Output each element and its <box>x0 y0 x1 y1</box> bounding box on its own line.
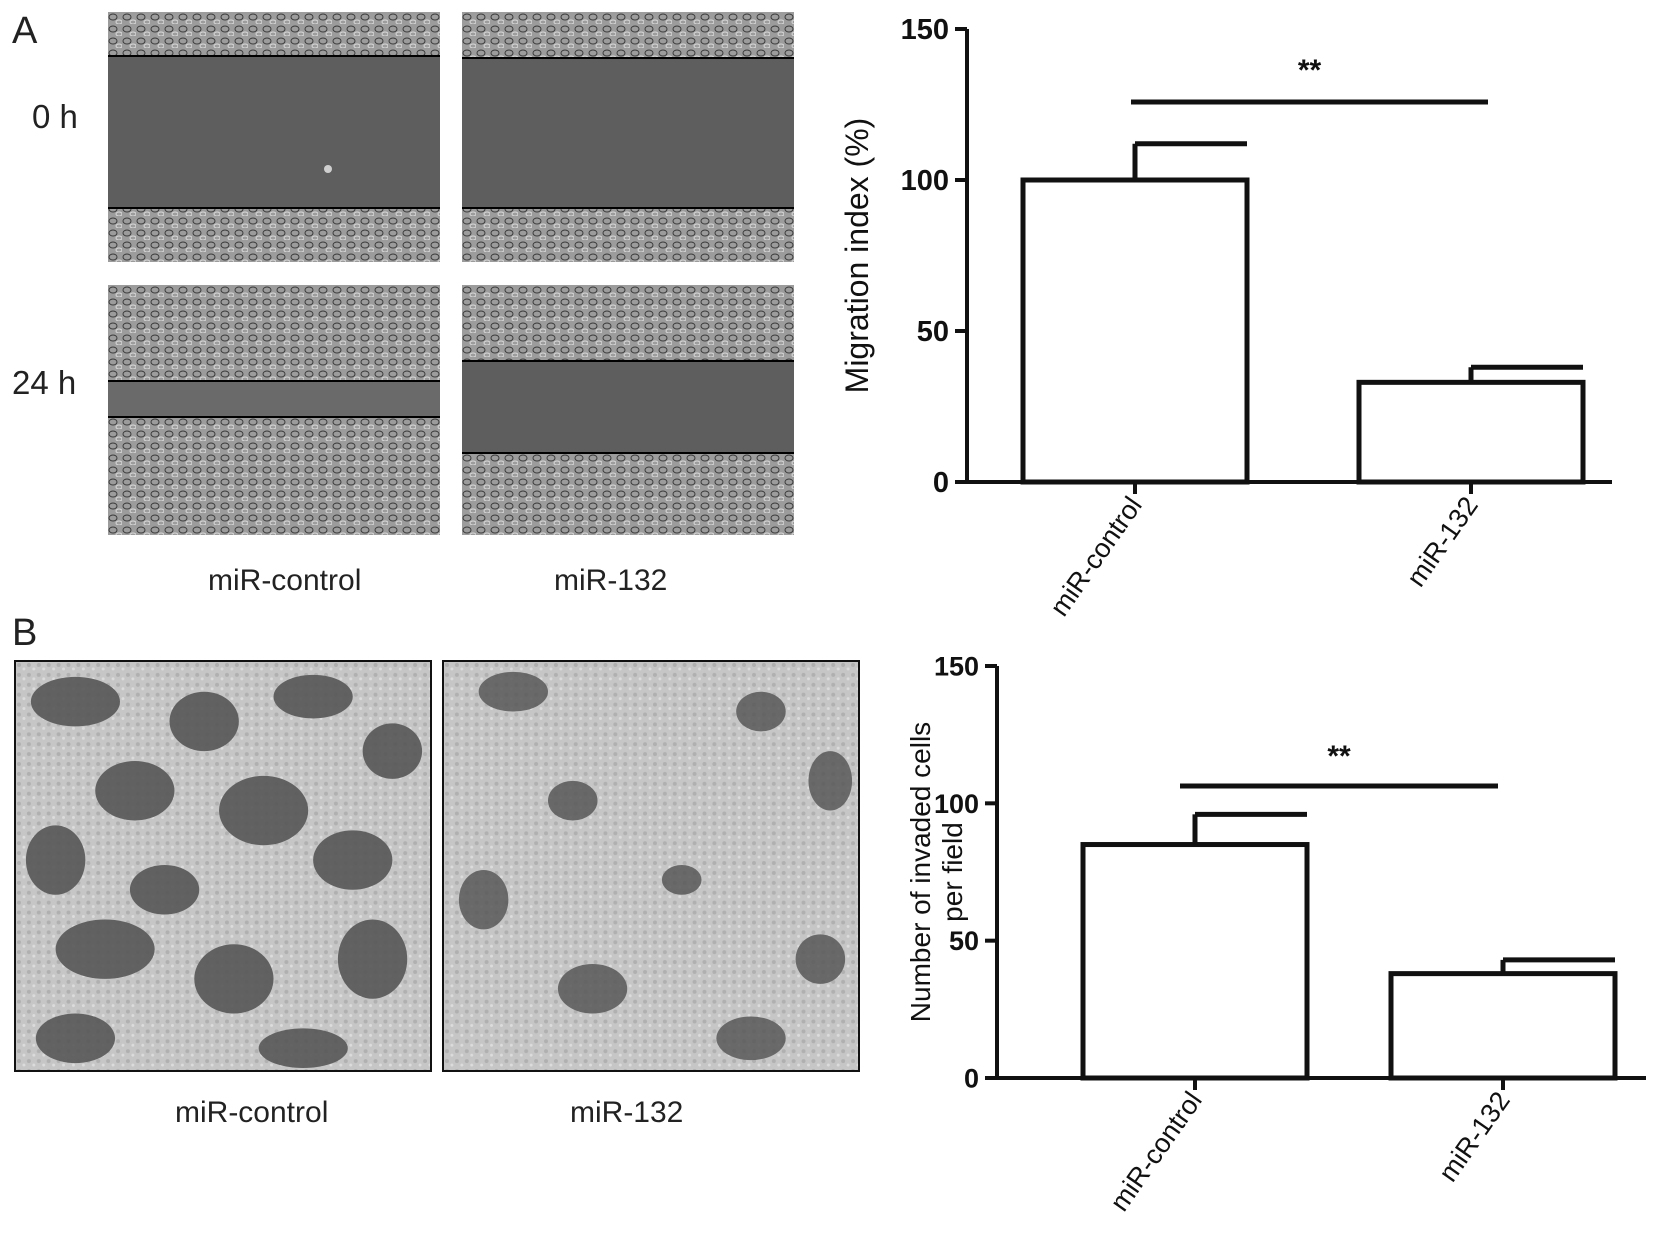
row-label-0h: 0 h <box>32 98 78 135</box>
caption-b-control: miR-control <box>175 1096 329 1129</box>
significance-stars: ** <box>1298 54 1322 87</box>
y-tick-label: 0 <box>933 467 949 499</box>
x-tick-label: miR-control <box>1104 1086 1208 1216</box>
chart-a: 0 50 100 150 Migration index (%) miR-control m… <box>839 14 1612 622</box>
y-tick-label: 0 <box>964 1063 979 1093</box>
y-axis-label: Number of invaded cellsper field <box>905 722 968 1022</box>
bar-miR-132 <box>1388 971 1618 1081</box>
row-label-24h: 24 h <box>12 364 77 401</box>
bar-miR-control <box>1080 842 1310 1081</box>
x-tick-label: miR-132 <box>1433 1086 1516 1187</box>
y-tick-label: 150 <box>901 14 949 46</box>
significance-stars: ** <box>1327 740 1351 773</box>
y-tick-label: 150 <box>934 651 979 681</box>
y-tick-label: 50 <box>949 926 979 956</box>
x-tick-label: miR-control <box>1044 491 1148 621</box>
y-tick-label: 50 <box>917 316 949 348</box>
micrograph-control-0h <box>108 12 440 262</box>
panel-b-letter: B <box>12 612 38 654</box>
bar-miR-control <box>1020 177 1250 485</box>
y-tick-label: 100 <box>901 165 949 197</box>
chart-b: 0 50 100 150 Number of invaded cellsper fiel… <box>905 651 1646 1217</box>
micrograph-invasion-control <box>14 660 432 1072</box>
micrograph-invasion-mir132 <box>442 660 860 1072</box>
y-axis-label: Migration index (%) <box>839 118 875 394</box>
caption-a-control: miR-control <box>208 564 362 597</box>
micrograph-mir132-0h <box>462 12 794 262</box>
micrograph-mir132-24h <box>462 285 794 535</box>
caption-b-mir132: miR-132 <box>570 1096 684 1129</box>
caption-a-mir132: miR-132 <box>554 564 668 597</box>
micrograph-control-24h <box>108 285 440 535</box>
y-axis-label-line: Number of invaded cells <box>905 722 936 1022</box>
y-axis-label-line: per field <box>937 822 968 922</box>
panel-a-letter: A <box>12 10 38 52</box>
y-tick-label: 100 <box>934 789 979 819</box>
bar-miR-132 <box>1356 379 1586 485</box>
x-tick-label: miR-132 <box>1401 491 1484 592</box>
